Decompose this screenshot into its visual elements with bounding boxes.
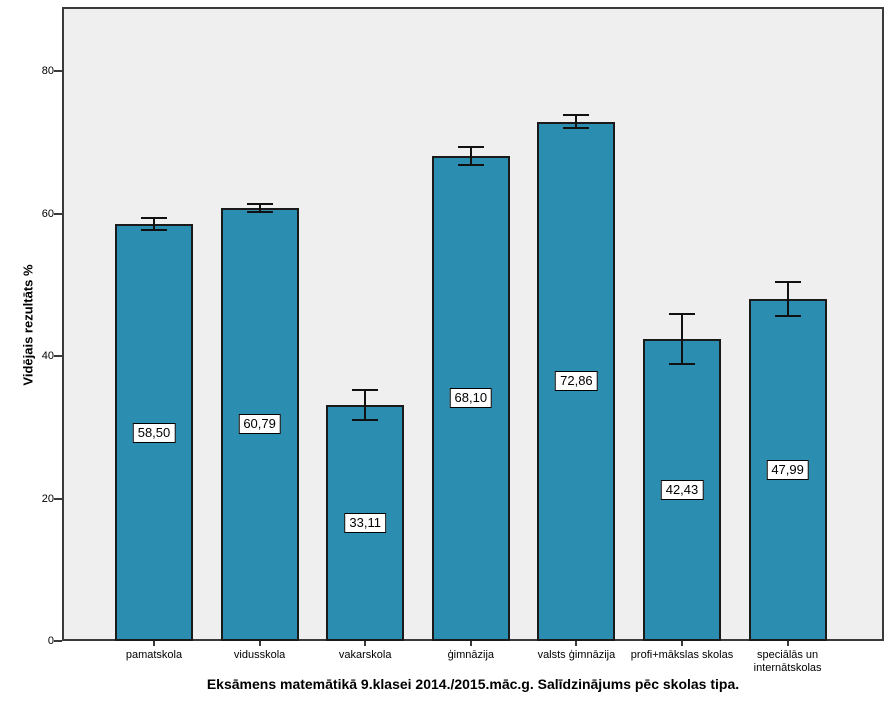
error-bar-line	[364, 390, 367, 421]
bar-value-label: 58,50	[132, 422, 176, 443]
x-category-label: speciālās un internātskolas	[753, 649, 822, 674]
x-tick-mark	[364, 641, 367, 646]
bar-value-label: 60,79	[238, 414, 281, 435]
y-tick-mark	[54, 355, 62, 357]
y-tick-label: 20	[41, 492, 54, 505]
x-tick-mark	[575, 641, 578, 646]
error-bar-cap	[563, 114, 590, 117]
error-bar-cap	[457, 163, 484, 166]
y-tick-label: 60	[41, 207, 54, 220]
bar-value-label: 47,99	[766, 460, 809, 481]
x-category-label: pamatskola	[125, 649, 183, 661]
y-tick-mark	[54, 212, 62, 215]
error-bar-cap	[141, 217, 167, 220]
bar-value-label: 68,10	[449, 388, 493, 409]
x-tick-mark	[681, 641, 683, 646]
error-bar-line	[786, 281, 789, 317]
x-category-label: ģimnāzija	[447, 649, 495, 661]
error-bar-line	[258, 203, 261, 212]
y-tick-mark	[54, 640, 62, 642]
y-tick-label: 0	[47, 635, 54, 647]
chart-title: Eksāmens matemātikā 9.klasei 2014./2015.…	[206, 676, 740, 692]
x-tick-mark	[153, 641, 155, 646]
error-bar-cap	[246, 202, 273, 205]
y-axis-title: Vidējais rezultāts %	[20, 264, 36, 386]
x-category-label: valsts ģimnāzija	[537, 649, 616, 661]
bar-value-label: 72,86	[555, 371, 598, 392]
error-bar-line	[575, 115, 578, 129]
error-bar-cap	[457, 145, 484, 148]
error-bar-cap	[141, 229, 167, 232]
x-category-label: profi+mākslas skolas	[630, 649, 734, 661]
error-bar-cap	[352, 419, 379, 422]
y-tick-label: 40	[41, 350, 54, 362]
error-bar-line	[469, 146, 472, 165]
y-tick-mark	[54, 497, 62, 500]
x-tick-mark	[258, 641, 261, 646]
x-tick-mark	[469, 641, 472, 646]
error-bar-cap	[669, 362, 695, 365]
bar-value-label: 42,43	[660, 479, 704, 500]
error-bar-cap	[352, 389, 379, 392]
error-bar-cap	[774, 315, 801, 318]
error-bar-line	[681, 313, 683, 364]
error-bar-cap	[774, 280, 801, 283]
x-category-label: vakarskola	[338, 649, 392, 661]
error-bar-cap	[563, 127, 590, 130]
y-tick-mark	[54, 70, 62, 72]
error-bar-cap	[669, 312, 695, 315]
y-tick-label: 80	[41, 65, 54, 77]
error-bar-line	[153, 218, 155, 231]
bar-value-label: 33,11	[344, 513, 386, 534]
x-tick-mark	[786, 641, 789, 646]
error-bar-cap	[246, 210, 273, 213]
x-category-label: vidusskola	[233, 649, 286, 661]
